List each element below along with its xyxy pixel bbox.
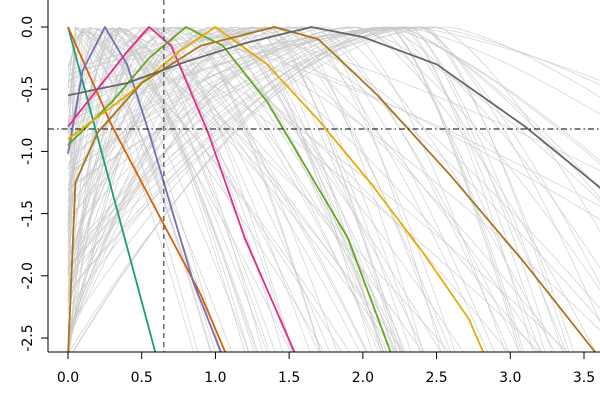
background-curve — [67, 26, 600, 310]
background-curve — [67, 26, 446, 352]
background-curve — [67, 27, 291, 352]
background-curve — [67, 26, 553, 352]
series-line-1 — [67, 26, 157, 352]
background-curve — [67, 27, 387, 352]
background-curve — [67, 28, 250, 352]
background-curve — [67, 26, 506, 352]
background-curve — [72, 27, 525, 352]
background-curve — [67, 28, 284, 352]
background-curve — [67, 27, 246, 352]
highlighted-series — [67, 26, 600, 352]
x-tick-label: 2.0 — [352, 370, 374, 386]
series-line-7 — [67, 26, 597, 352]
background-curve — [67, 27, 569, 352]
background-curve — [67, 26, 600, 293]
background-curve — [67, 27, 222, 352]
background-curve — [67, 26, 294, 352]
background-curve — [67, 26, 452, 352]
background-curves — [67, 26, 600, 352]
background-curve — [67, 26, 534, 352]
background-curve — [67, 26, 421, 352]
y-tick-label: -1.5 — [20, 200, 36, 227]
x-tick-label: 0.5 — [131, 370, 153, 386]
background-curve — [67, 30, 212, 352]
x-tick-label: 3.5 — [573, 370, 595, 386]
background-curve — [67, 31, 211, 352]
background-curve — [67, 26, 575, 352]
y-tick-label: 0.0 — [20, 16, 36, 38]
background-curve — [67, 27, 600, 272]
background-curve — [67, 26, 398, 352]
series-line-5 — [67, 26, 392, 352]
x-tick-label: 0.0 — [57, 370, 79, 386]
y-tick-label: -1.0 — [20, 138, 36, 165]
reference-lines — [48, 0, 600, 352]
series-line-8 — [67, 26, 600, 189]
background-curve — [67, 26, 276, 352]
background-curve — [67, 26, 456, 352]
background-curve — [67, 26, 331, 352]
axes: 0.0 0.5 1.0 1.5 2.0 2.5 3.0 3.5 0.0 -0.5 -1.0 -1.5 -… — [20, 0, 600, 386]
background-curve — [67, 27, 325, 352]
x-tick-label: 3.0 — [499, 370, 521, 386]
background-curve — [67, 26, 217, 352]
background-curve — [67, 29, 199, 352]
x-tick-label: 2.5 — [425, 370, 447, 386]
background-curve — [67, 27, 255, 352]
series-line-4 — [67, 26, 296, 352]
series-line-3 — [67, 26, 222, 352]
background-curve — [67, 26, 385, 352]
x-tick-label: 1.5 — [278, 370, 300, 386]
background-curve — [67, 27, 384, 352]
series-line-2 — [67, 26, 227, 352]
background-curve — [67, 26, 597, 352]
y-tick-label: -0.5 — [20, 76, 36, 103]
y-tick-label: -2.0 — [20, 262, 36, 289]
background-curve — [67, 26, 398, 352]
background-curve — [67, 30, 232, 352]
background-curve — [67, 32, 194, 352]
background-curve — [67, 27, 311, 352]
background-curve — [67, 27, 541, 352]
x-tick-label: 1.0 — [204, 370, 226, 386]
background-curve — [67, 26, 343, 352]
background-curve — [67, 28, 293, 352]
background-curve — [67, 26, 537, 352]
y-tick-label: -2.5 — [20, 324, 36, 351]
background-curve — [67, 26, 368, 352]
background-curve — [67, 27, 268, 352]
background-curve — [67, 26, 401, 352]
background-curve — [67, 27, 520, 352]
background-curve — [67, 29, 220, 352]
background-curve — [67, 29, 270, 352]
